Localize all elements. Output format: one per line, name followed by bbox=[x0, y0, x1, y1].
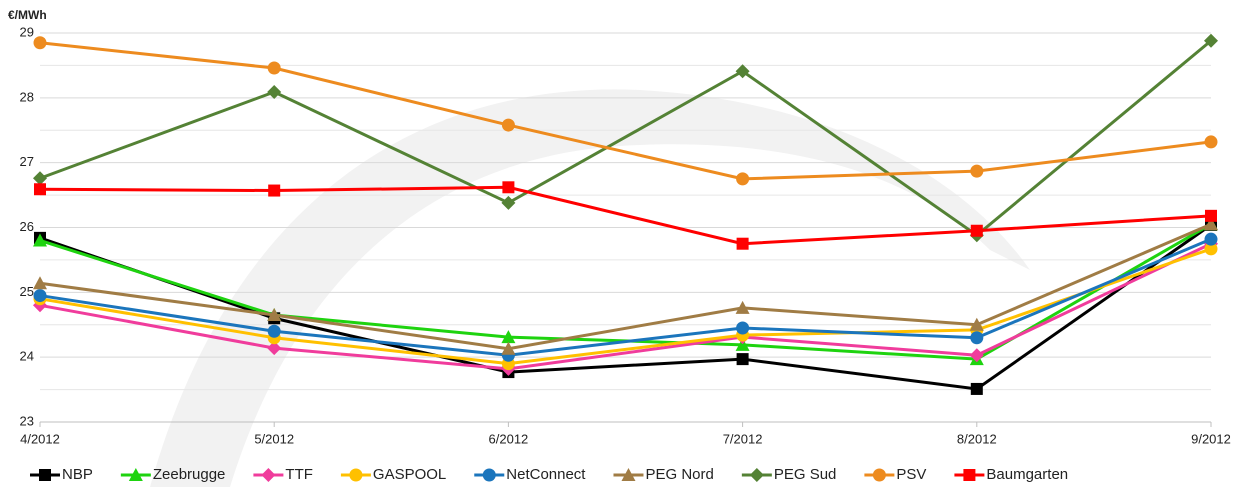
marker bbox=[736, 353, 749, 366]
marker bbox=[736, 172, 750, 186]
y-tick-label: 27 bbox=[20, 154, 34, 169]
marker bbox=[482, 468, 496, 482]
series-line bbox=[39, 39, 1212, 238]
y-axis-label: €/MWh bbox=[8, 8, 47, 22]
series-line bbox=[39, 237, 1212, 357]
x-tick-label: 7/2012 bbox=[723, 431, 763, 446]
legend-label: Baumgarten bbox=[986, 466, 1068, 483]
watermark bbox=[150, 89, 1030, 487]
marker bbox=[1204, 232, 1218, 246]
y-tick-label: 23 bbox=[20, 413, 34, 428]
legend-label: Zeebrugge bbox=[153, 466, 226, 483]
marker bbox=[33, 289, 47, 303]
marker bbox=[267, 341, 282, 356]
series-line bbox=[39, 222, 1212, 351]
marker bbox=[501, 195, 516, 210]
marker bbox=[39, 469, 51, 481]
marker bbox=[267, 61, 281, 75]
y-tick-label: 28 bbox=[20, 89, 34, 104]
legend-label: NetConnect bbox=[506, 466, 586, 483]
marker bbox=[969, 317, 984, 331]
legend-label: PSV bbox=[896, 466, 926, 483]
x-tick-label: 5/2012 bbox=[254, 431, 294, 446]
x-tick-label: 8/2012 bbox=[957, 431, 997, 446]
marker bbox=[261, 468, 276, 482]
series-line bbox=[39, 247, 1212, 366]
series-line bbox=[39, 41, 1212, 181]
marker bbox=[621, 468, 636, 481]
marker bbox=[33, 36, 47, 50]
marker bbox=[735, 64, 750, 79]
marker bbox=[268, 184, 281, 197]
marker bbox=[970, 382, 983, 395]
marker bbox=[736, 321, 750, 335]
marker bbox=[735, 300, 750, 314]
marker bbox=[1204, 242, 1218, 256]
marker bbox=[1204, 135, 1218, 149]
marker bbox=[872, 468, 886, 482]
series-line bbox=[39, 223, 1212, 391]
marker bbox=[963, 469, 976, 481]
legend-label: PEG Nord bbox=[645, 466, 713, 483]
series-line bbox=[39, 242, 1212, 371]
marker bbox=[267, 324, 281, 338]
y-tick-label: 25 bbox=[20, 284, 34, 299]
marker bbox=[349, 468, 363, 482]
y-tick-label: 26 bbox=[20, 219, 34, 234]
marker bbox=[1204, 33, 1218, 48]
marker bbox=[736, 237, 749, 250]
marker bbox=[33, 276, 47, 290]
marker bbox=[1205, 209, 1217, 222]
x-tick-label: 6/2012 bbox=[489, 431, 529, 446]
legend-label: PEG Sud bbox=[774, 466, 837, 483]
marker bbox=[970, 164, 984, 178]
x-tick-label: 9/2012 bbox=[1191, 431, 1231, 446]
y-tick-label: 29 bbox=[20, 24, 34, 39]
marker bbox=[267, 84, 282, 99]
marker bbox=[970, 224, 983, 237]
marker bbox=[969, 348, 984, 363]
legend-label: NBP bbox=[62, 466, 93, 483]
marker bbox=[502, 181, 515, 194]
marker bbox=[267, 308, 282, 322]
marker bbox=[501, 118, 515, 132]
x-tick-label: 4/2012 bbox=[20, 431, 60, 446]
marker bbox=[501, 330, 516, 344]
marker bbox=[970, 331, 984, 345]
marker bbox=[33, 171, 47, 186]
marker bbox=[735, 337, 750, 351]
marker bbox=[34, 183, 46, 196]
series-line bbox=[39, 185, 1212, 246]
marker bbox=[33, 233, 47, 247]
marker bbox=[128, 468, 143, 481]
legend-label: TTF bbox=[285, 466, 313, 483]
marker bbox=[749, 468, 764, 482]
legend-label: GASPOOL bbox=[373, 466, 446, 483]
marker bbox=[501, 341, 516, 355]
y-tick-label: 24 bbox=[20, 349, 34, 364]
marker bbox=[1204, 217, 1218, 231]
